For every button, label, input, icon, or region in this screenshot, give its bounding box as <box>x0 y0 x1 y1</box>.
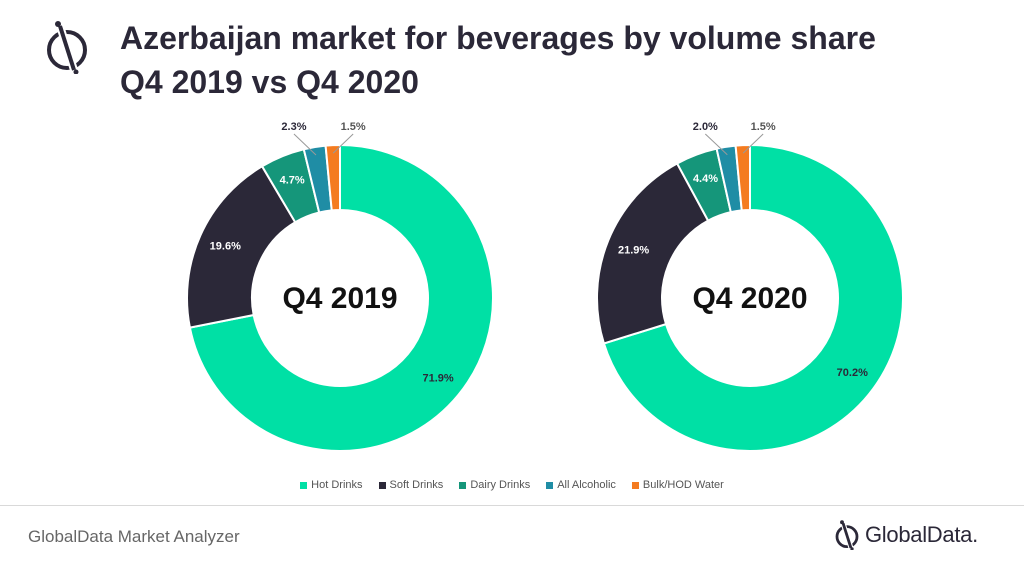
title-line-1: Azerbaijan market for beverages by volum… <box>120 20 876 56</box>
brand-name: GlobalData. <box>865 522 978 547</box>
footer-divider <box>0 505 1024 506</box>
data-label-bulk-hod-water: 1.5% <box>751 121 776 133</box>
chart-legend: Hot Drinks Soft Drinks Dairy Drinks All … <box>0 479 1024 491</box>
data-label-soft-drinks: 19.6% <box>210 241 241 253</box>
legend-label: Bulk/HOD Water <box>642 479 724 491</box>
footer-brand: GlobalData. <box>834 520 978 550</box>
legend-label: Hot Drinks <box>311 479 363 491</box>
legend-swatch <box>378 481 386 489</box>
donut-charts: 71.9% 19.6% 4.7% 2.3% 1.5% Q4 2019 70.2% 21.9% 4… <box>186 121 904 452</box>
legend-swatch <box>300 481 308 489</box>
legend-label: Dairy Drinks <box>470 479 531 491</box>
slice-bulk-hod-water <box>324 143 341 212</box>
legend-item-all-alcoholic: All Alcoholic <box>546 479 616 491</box>
legend-item-soft-drinks: Soft Drinks <box>378 479 444 491</box>
slice-hot-drinks <box>188 143 494 452</box>
leader-line-bulk-hod-water <box>742 133 764 154</box>
center-label: Q4 2020 <box>692 282 807 315</box>
data-label-all-alcoholic: 2.0% <box>693 121 718 133</box>
legend-swatch <box>546 481 554 489</box>
legend-swatch <box>631 481 639 489</box>
data-label-hot-drinks: 70.2% <box>837 367 868 379</box>
donut-chart-q4-2019: 71.9% 19.6% 4.7% 2.3% 1.5% Q4 2019 <box>186 121 494 452</box>
globaldata-logo-icon <box>47 21 87 74</box>
legend-label: All Alcoholic <box>557 479 616 491</box>
data-label-bulk-hod-water: 1.5% <box>341 121 366 133</box>
chart-title: Azerbaijan market for beverages by volum… <box>120 16 876 104</box>
data-label-all-alcoholic: 2.3% <box>281 121 306 133</box>
leader-line-all-alcoholic <box>704 133 728 156</box>
center-label: Q4 2019 <box>282 282 397 315</box>
data-label-hot-drinks: 71.9% <box>423 373 454 385</box>
legend-item-bulk-hod-water: Bulk/HOD Water <box>631 479 724 491</box>
data-label-dairy-drinks: 4.7% <box>280 174 305 186</box>
footer-source: GlobalData Market Analyzer <box>28 527 240 546</box>
slice-hot-drinks <box>602 143 904 452</box>
data-label-soft-drinks: 21.9% <box>618 245 649 257</box>
data-label-dairy-drinks: 4.4% <box>693 173 718 185</box>
globaldata-logo-icon <box>835 520 859 550</box>
legend-item-dairy-drinks: Dairy Drinks <box>459 479 530 491</box>
slice-bulk-hod-water <box>734 143 751 212</box>
leader-line-all-alcoholic <box>293 133 317 156</box>
legend-swatch <box>459 481 467 489</box>
leader-line-bulk-hod-water <box>332 133 354 154</box>
legend-label: Soft Drinks <box>389 479 444 491</box>
slice-soft-drinks <box>596 162 710 345</box>
slice-soft-drinks <box>186 164 297 329</box>
legend-item-hot-drinks: Hot Drinks <box>300 479 363 491</box>
title-line-2: Q4 2019 vs Q4 2020 <box>120 64 419 100</box>
donut-chart-q4-2020: 70.2% 21.9% 4.4% 2.0% 1.5% Q4 2020 <box>596 121 904 452</box>
